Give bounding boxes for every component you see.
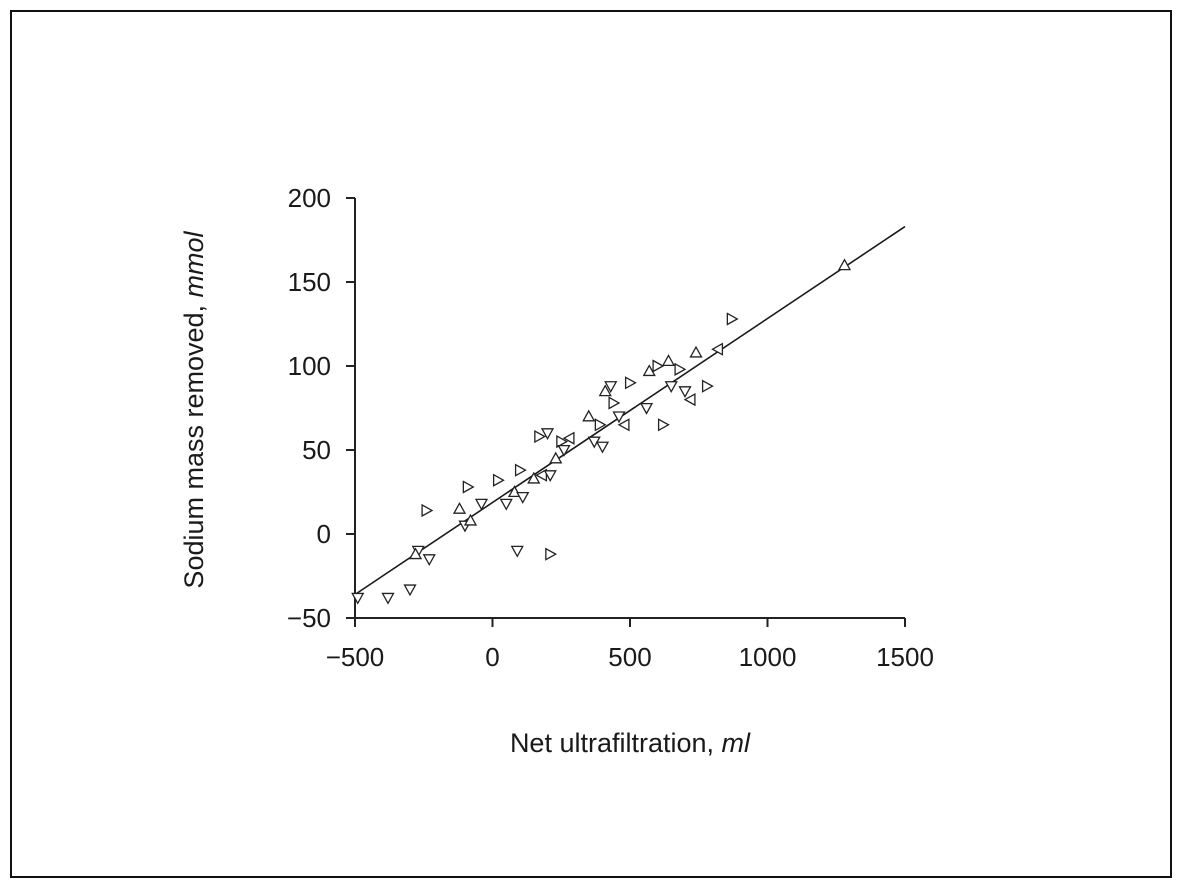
data-point [612, 411, 626, 424]
data-point [540, 428, 555, 441]
figure-frame [10, 10, 1172, 878]
data-point [664, 381, 678, 393]
data-point [510, 545, 524, 558]
y-tick-label: 50 [302, 435, 331, 465]
data-point [711, 342, 724, 356]
y-tick-label: 150 [288, 267, 331, 297]
data-point [556, 434, 569, 449]
y-tick-label: 0 [317, 519, 331, 549]
data-point [462, 480, 475, 494]
data-point [514, 463, 527, 477]
data-point [657, 418, 670, 432]
data-point [726, 312, 739, 326]
regression-line [354, 225, 906, 596]
data-point [408, 547, 423, 560]
data-point [422, 554, 436, 567]
data-points [351, 258, 852, 605]
data-point [545, 547, 558, 561]
data-point [595, 441, 610, 454]
data-point [594, 418, 607, 432]
y-tick-label: 200 [288, 183, 331, 213]
data-point [837, 258, 852, 271]
x-tick-label: 0 [485, 642, 499, 672]
data-point [499, 498, 513, 511]
data-point [674, 362, 687, 376]
data-point [535, 468, 548, 482]
data-point [562, 431, 575, 445]
x-axis-label: Net ultrafiltration, ml [510, 728, 751, 758]
data-point [534, 429, 547, 444]
data-point [549, 451, 563, 464]
data-point [452, 501, 467, 514]
x-tick-label: −500 [326, 642, 385, 672]
data-point [381, 592, 395, 605]
data-point [421, 503, 434, 518]
data-point [463, 513, 478, 526]
y-tick-label: 100 [288, 351, 331, 381]
data-point [582, 409, 596, 422]
data-point [678, 386, 692, 399]
y-axis-label: Sodium mass removed, mmol [179, 230, 209, 588]
data-point [661, 354, 676, 367]
x-axis-label-text: Net ultrafiltration, [510, 728, 714, 758]
data-point [617, 418, 630, 432]
data-point [474, 498, 489, 511]
data-point [351, 592, 365, 605]
data-point [492, 473, 505, 487]
fit-line [354, 225, 906, 596]
data-point [608, 396, 621, 410]
data-point [598, 384, 612, 397]
y-axis-label-unit: mmol [179, 230, 209, 297]
data-point [701, 379, 714, 393]
axes [346, 197, 906, 627]
data-point [624, 376, 637, 390]
data-point [689, 345, 703, 358]
y-tick-label: −50 [287, 603, 331, 633]
data-point [604, 381, 618, 393]
data-point [516, 491, 530, 504]
y-axis-label-text: Sodium mass removed, [179, 305, 209, 589]
data-point [683, 392, 696, 407]
x-tick-label: 500 [608, 642, 651, 672]
x-tick-label: 1000 [739, 642, 797, 672]
data-point [639, 402, 654, 415]
data-point [642, 364, 656, 377]
x-tick-label: 1500 [876, 642, 934, 672]
data-point [527, 471, 541, 484]
data-point [652, 359, 665, 373]
data-point [543, 470, 557, 483]
data-point [557, 444, 571, 457]
x-axis-label-unit: ml [722, 728, 751, 758]
data-point [403, 584, 417, 597]
